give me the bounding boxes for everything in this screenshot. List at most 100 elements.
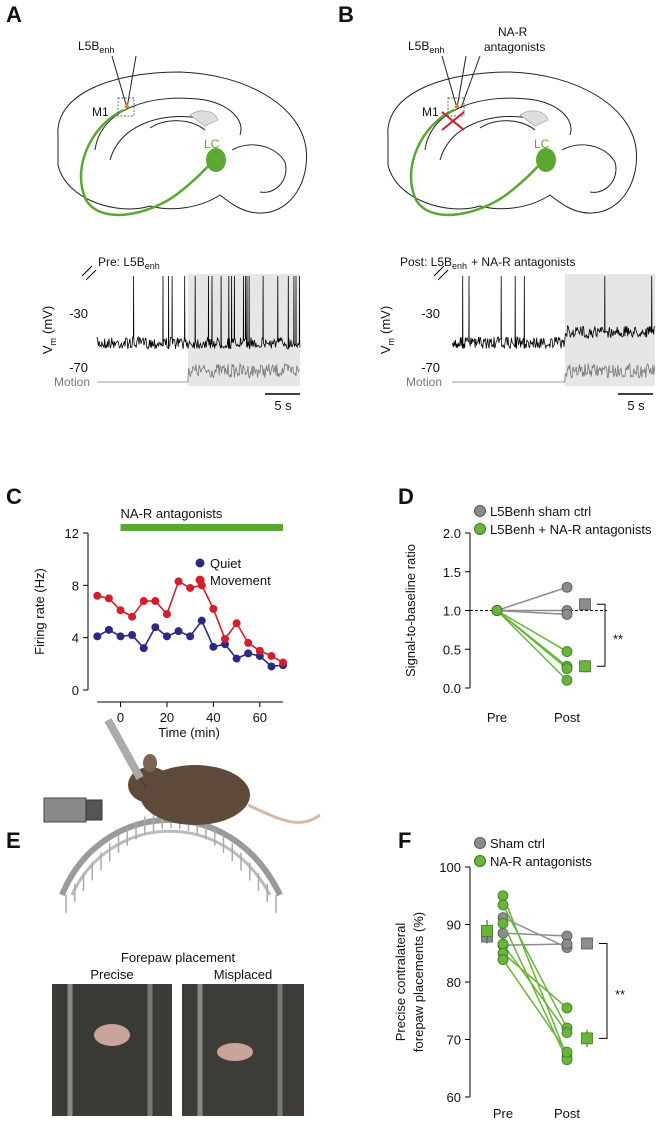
x-tick-label: Pre <box>493 1106 513 1121</box>
photo-label: Misplaced <box>214 967 273 982</box>
point <box>232 619 241 628</box>
drug-label: antagonists <box>484 40 545 54</box>
camera <box>43 797 87 823</box>
point <box>209 642 218 651</box>
point <box>255 646 264 655</box>
nucleus-label: LC <box>204 137 220 151</box>
motion-trace <box>452 362 655 383</box>
subject-point <box>561 663 573 675</box>
subject-point <box>561 608 573 620</box>
brain-schematic <box>57 55 308 217</box>
legend-marker <box>195 558 205 568</box>
annotation-label: NA-R antagonists <box>121 506 223 521</box>
mean-marker <box>581 1032 593 1045</box>
point <box>279 658 288 667</box>
y-tick-label: 1.0 <box>443 604 461 619</box>
label-part: V <box>40 345 55 354</box>
camera-lens <box>85 799 103 821</box>
point <box>186 583 195 592</box>
photo-label: Precise <box>90 967 133 982</box>
motion-label: Motion <box>54 375 90 389</box>
point <box>244 649 253 658</box>
vm-trace <box>451 275 655 350</box>
subject-line <box>502 932 568 937</box>
subject-point <box>561 1027 573 1038</box>
y-tick-label: 80 <box>447 975 461 990</box>
significance-bracket <box>599 942 608 1039</box>
y-axis-label: Precise contralateral <box>393 923 408 1042</box>
point <box>128 612 137 621</box>
probe-label: L5Benh <box>408 39 444 55</box>
legend-label: Quiet <box>210 556 241 571</box>
lc-nucleus <box>536 148 556 172</box>
pathway <box>409 108 545 217</box>
legend-label: L5Benh sham ctrl <box>490 504 591 519</box>
panel-letter: D <box>398 484 414 509</box>
subject-point <box>561 581 573 593</box>
axis-break <box>433 265 449 281</box>
subject-point <box>497 938 509 950</box>
point <box>93 632 102 641</box>
brain-structure <box>561 144 617 193</box>
probe-label: L5Benh <box>78 39 114 55</box>
point <box>232 654 241 663</box>
area-label: M1 <box>92 105 109 119</box>
brain-structure <box>94 97 242 151</box>
y-tick-label: 0.0 <box>443 681 461 696</box>
y-axis-label: forepaw placements (%) <box>411 912 426 1052</box>
subject-point <box>561 1002 573 1014</box>
nucleus-label: LC <box>534 137 550 151</box>
significance-bracket <box>597 603 606 667</box>
legend-label: NA-R antagonists <box>490 854 592 869</box>
point <box>174 577 183 586</box>
y-tick-label: 8 <box>72 578 79 593</box>
brain-outline <box>57 71 308 214</box>
y-tick-label: 4 <box>72 631 79 646</box>
trace-tick-label: -70 <box>421 360 440 375</box>
vm-label: Vm (mV) <box>378 306 396 354</box>
label-part: V <box>378 345 393 354</box>
pathway <box>79 108 215 217</box>
point <box>244 638 253 647</box>
block-mark <box>441 111 465 131</box>
point <box>267 662 276 671</box>
x-tick-label: 60 <box>253 710 267 725</box>
legend-marker <box>474 837 486 849</box>
legend-label: L5Benh + NA-R antagonists <box>490 522 652 537</box>
brain-structure <box>231 144 287 193</box>
motion-trace <box>97 362 300 383</box>
label-sub: enh <box>99 45 114 55</box>
point <box>104 625 113 634</box>
y-tick-label: 12 <box>65 526 79 541</box>
brain-structure <box>439 116 536 161</box>
brain-structure <box>189 110 219 127</box>
brain-structure <box>519 110 549 127</box>
point <box>128 631 137 640</box>
point <box>267 651 276 660</box>
subject-line <box>502 943 568 1034</box>
point <box>162 610 171 619</box>
trace-tick-label: -70 <box>69 360 88 375</box>
label-sub: enh <box>452 261 467 271</box>
legend-label: Movement <box>210 573 271 588</box>
trace-tick-label: -30 <box>69 306 88 321</box>
point <box>151 597 160 606</box>
label-sub: m <box>386 338 396 346</box>
panel-letter: E <box>6 828 21 853</box>
legend-marker <box>195 575 205 585</box>
subject-point <box>497 917 509 929</box>
mean-marker <box>579 660 591 673</box>
y-tick-label: 0.5 <box>443 642 461 657</box>
trace-tick-label: -30 <box>421 306 440 321</box>
motion-label: Motion <box>406 375 442 389</box>
setup-illustration <box>43 718 321 1116</box>
label-part: + NA-R antagonists <box>471 255 575 269</box>
ladder <box>70 829 272 896</box>
point <box>139 597 148 606</box>
point <box>186 632 195 641</box>
label-part: Post: L5B <box>400 255 452 269</box>
x-tick-label: 40 <box>206 710 220 725</box>
